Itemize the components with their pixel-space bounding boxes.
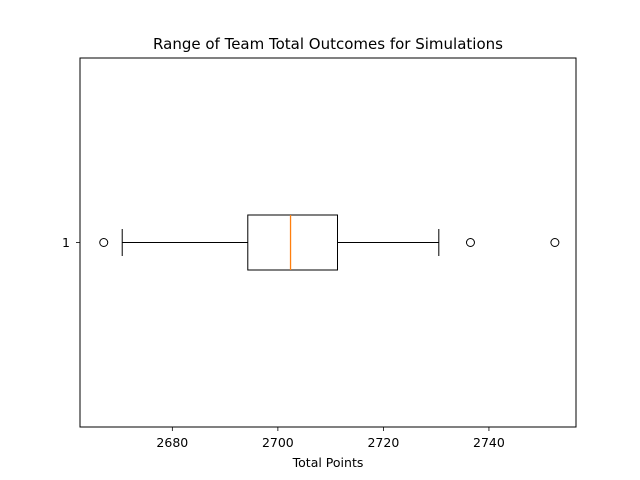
x-axis-label: Total Points: [292, 455, 364, 470]
outlier-point: [99, 238, 109, 247]
outlier-point: [465, 238, 475, 247]
y-tick-label: 1: [62, 235, 70, 250]
chart-title: Range of Team Total Outcomes for Simulat…: [153, 35, 503, 53]
x-axis: 2680 2700 2720 2740: [156, 427, 505, 450]
x-tick-label: 2700: [262, 435, 294, 450]
iqr-box: [247, 214, 338, 271]
x-tick-label: 2720: [367, 435, 399, 450]
y-axis: 1: [62, 235, 80, 250]
x-tick-label: 2680: [156, 435, 188, 450]
x-tick-label: 2740: [473, 435, 505, 450]
chart-marks: [99, 214, 560, 271]
outlier-point: [550, 238, 560, 247]
